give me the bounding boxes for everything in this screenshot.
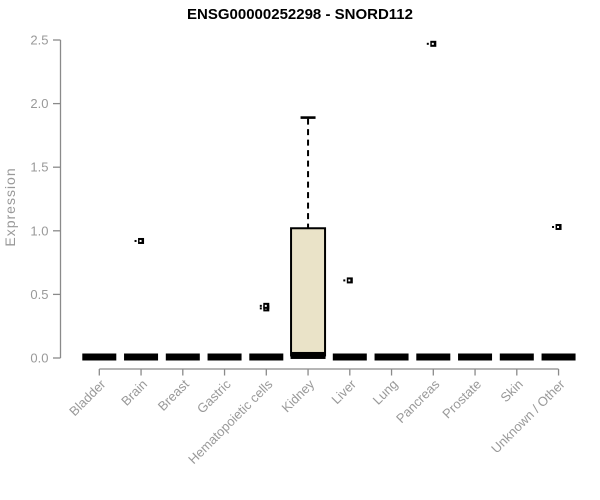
outlier-point-pancreas bbox=[426, 40, 437, 47]
outlier-square-center bbox=[431, 42, 434, 45]
x-tick-label-skin: Skin bbox=[497, 377, 525, 405]
collapsed-box-lung bbox=[374, 353, 409, 361]
outlier-point-hematopoietic-cells bbox=[259, 302, 270, 309]
y-axis-title: Expression bbox=[2, 167, 18, 246]
x-tick-label-kidney: Kidney bbox=[278, 376, 317, 415]
outlier-points bbox=[134, 40, 562, 312]
y-axis: 0.0 0.5 1.0 1.5 2.0 2.5 bbox=[30, 33, 62, 366]
outlier-square-center bbox=[139, 239, 142, 242]
x-tick-label-brain: Brain bbox=[118, 377, 150, 409]
x-tick-label-breast: Breast bbox=[155, 376, 192, 413]
collapsed-box-brain bbox=[124, 353, 159, 361]
x-tick-label-gastric: Gastric bbox=[194, 376, 234, 416]
outlier-point-brain bbox=[134, 237, 145, 244]
collapsed-box-bladder bbox=[82, 353, 117, 361]
y-tick-label: 2.0 bbox=[30, 96, 48, 111]
collapsed-box-gastric bbox=[207, 353, 242, 361]
outlier-dash bbox=[259, 304, 262, 307]
collapsed-box-liver bbox=[332, 353, 367, 361]
x-tick-label-unknown-other: Unknown / Other bbox=[488, 376, 568, 456]
median-kidney bbox=[290, 351, 326, 359]
y-tick-label: 1.5 bbox=[30, 160, 48, 175]
x-tick-label-prostate: Prostate bbox=[439, 377, 484, 422]
outlier-dash bbox=[343, 279, 346, 282]
outlier-dash bbox=[552, 225, 555, 228]
box-series bbox=[82, 116, 576, 361]
collapsed-box-breast bbox=[165, 353, 200, 361]
outlier-dash bbox=[259, 307, 262, 310]
outlier-square-center bbox=[557, 225, 560, 228]
chart-title: ENSG00000252298 - SNORD112 bbox=[187, 6, 413, 23]
collapsed-box-prostate bbox=[458, 353, 493, 361]
x-tick-label-pancreas: Pancreas bbox=[393, 376, 443, 426]
x-tick-label-bladder: Bladder bbox=[66, 376, 109, 419]
y-tick-label: 2.5 bbox=[30, 33, 48, 48]
outlier-square-center bbox=[264, 304, 267, 307]
y-tick-label: 0.0 bbox=[30, 351, 48, 366]
collapsed-box-unknown-other bbox=[541, 353, 576, 361]
x-tick-label-lung: Lung bbox=[370, 377, 401, 408]
collapsed-box-skin bbox=[499, 353, 534, 361]
outlier-square-center bbox=[348, 279, 351, 282]
y-tick-label: 1.0 bbox=[30, 223, 48, 238]
collapsed-box-hematopoietic-cells bbox=[249, 353, 284, 361]
outlier-point-unknown-other bbox=[552, 223, 562, 230]
collapsed-box-pancreas bbox=[416, 353, 451, 361]
x-tick-label-liver: Liver bbox=[328, 376, 359, 407]
y-tick-label: 0.5 bbox=[30, 287, 48, 302]
box-kidney bbox=[290, 227, 327, 357]
outlier-dash bbox=[134, 239, 137, 242]
outlier-point-liver bbox=[343, 277, 353, 284]
outlier-dash bbox=[426, 42, 429, 45]
